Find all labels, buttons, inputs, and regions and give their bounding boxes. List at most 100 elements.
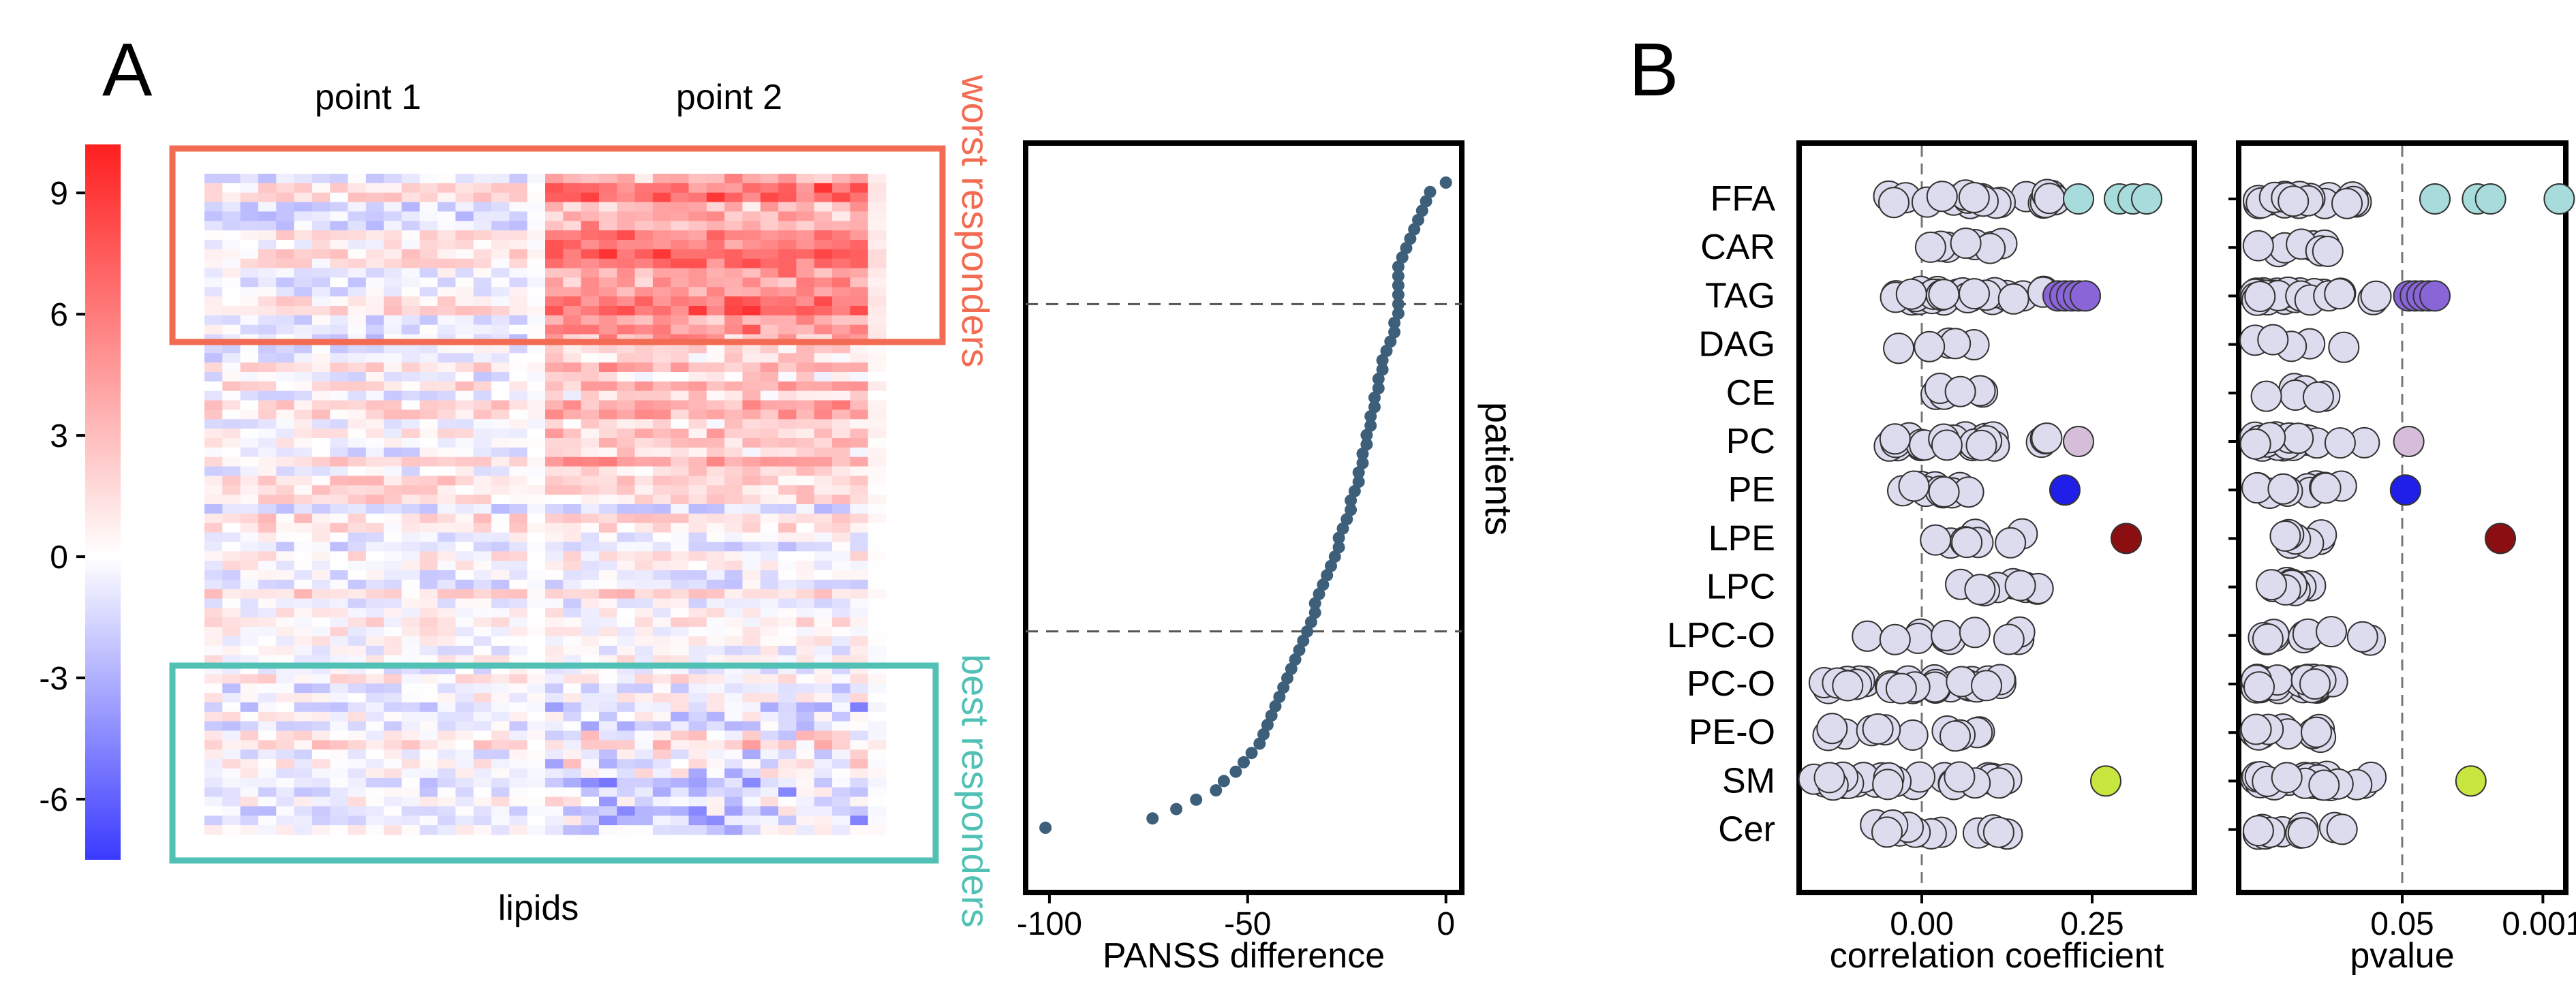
- pvalue-point: [2244, 281, 2276, 313]
- heatmap-cell: [634, 343, 654, 354]
- heatmap-cell: [563, 183, 582, 193]
- pvalue-highlight-point: [2455, 765, 2487, 797]
- heatmap-cell: [365, 221, 384, 231]
- heatmap-cell: [634, 429, 654, 439]
- heatmap-cell: [419, 816, 438, 826]
- correlation-highlight-point: [2090, 765, 2121, 797]
- heatmap-cell: [384, 617, 403, 627]
- heatmap-cell: [491, 456, 510, 467]
- heatmap-cell: [311, 381, 331, 392]
- heatmap-cell: [455, 438, 474, 448]
- heatmap-cell: [348, 409, 367, 420]
- pvalue-point: [2324, 278, 2356, 310]
- heatmap-cell: [348, 617, 367, 627]
- heatmap-cell: [617, 381, 636, 392]
- heatmap-cell: [652, 268, 671, 279]
- heatmap-cell: [563, 759, 582, 769]
- heatmap-cell: [724, 683, 743, 694]
- panss-point: [1412, 213, 1424, 226]
- heatmap-cell: [850, 429, 869, 439]
- heatmap-cell: [222, 353, 241, 363]
- heatmap-cell: [509, 174, 528, 184]
- heatmap-cell: [652, 296, 671, 307]
- heatmap-cell: [796, 183, 815, 193]
- colorbar: [85, 144, 121, 860]
- heatmap-cell: [204, 598, 223, 609]
- heatmap-cell: [742, 372, 761, 382]
- heatmap-cell: [258, 476, 277, 486]
- heatmap-cell: [814, 806, 833, 816]
- heatmap-cell: [527, 674, 546, 684]
- heatmap-cell: [455, 570, 474, 580]
- heatmap-cell: [438, 221, 457, 231]
- heatmap-cell: [294, 343, 313, 354]
- heatmap-cell: [545, 711, 564, 722]
- heatmap-cell: [348, 495, 367, 505]
- heatmap-cell: [401, 315, 420, 326]
- heatmap-cell: [671, 627, 690, 637]
- heatmap-cell: [868, 806, 887, 816]
- panss-point: [1253, 737, 1266, 750]
- heatmap-cell: [384, 598, 403, 609]
- heatmap-cell: [652, 390, 671, 401]
- heatmap-cell: [258, 608, 277, 618]
- heatmap-cell: [527, 683, 546, 694]
- heatmap-cell: [545, 400, 564, 411]
- heatmap-cell: [204, 306, 223, 316]
- heatmap-cell: [796, 504, 815, 514]
- heatmap-cell: [724, 579, 743, 590]
- heatmap-cell: [581, 343, 600, 354]
- heatmap-cell: [814, 579, 833, 590]
- heatmap-cell: [760, 683, 779, 694]
- heatmap-cell: [617, 485, 636, 495]
- heatmap-cell: [258, 174, 277, 184]
- heatmap-cell: [778, 702, 797, 713]
- heatmap-cell: [276, 645, 295, 656]
- heatmap-cell: [598, 249, 617, 260]
- heatmap-cell: [598, 759, 617, 769]
- heatmap-cell: [240, 711, 259, 722]
- heatmap-cell: [365, 249, 384, 260]
- heatmap-cell: [365, 579, 384, 590]
- heatmap-cell: [706, 711, 725, 722]
- heatmap-cell: [850, 561, 869, 571]
- heatmap-cell: [509, 183, 528, 193]
- heatmap-cell: [706, 806, 725, 816]
- heatmap-cell: [634, 617, 654, 627]
- heatmap-cell: [294, 816, 313, 826]
- colorbar-tick-label: 3: [50, 418, 68, 454]
- heatmap-cell: [258, 561, 277, 571]
- heatmap-cell: [240, 721, 259, 732]
- pvalue-point: [2331, 187, 2363, 219]
- pvalue-point: [2267, 473, 2299, 505]
- heatmap-cell: [868, 390, 887, 401]
- heatmap-cell: [742, 409, 761, 420]
- heatmap-cell: [294, 277, 313, 288]
- panss-point: [1376, 354, 1389, 367]
- heatmap-cell: [311, 693, 331, 703]
- heatmap-cell: [384, 542, 403, 552]
- pvalue-highlight-point: [2419, 280, 2451, 312]
- heatmap-cell: [724, 287, 743, 297]
- heatmap-cell: [365, 174, 384, 184]
- heatmap-cell: [598, 400, 617, 411]
- heatmap-cell: [240, 390, 259, 401]
- heatmap-cell: [276, 211, 295, 221]
- heatmap-cell: [438, 627, 457, 637]
- panel-label-b: B: [1629, 28, 1678, 112]
- heatmap-cell: [706, 721, 725, 732]
- heatmap-cell: [814, 362, 833, 373]
- heatmap-cell: [832, 362, 850, 373]
- heatmap-cell: [527, 627, 546, 637]
- heatmap-cell: [652, 240, 671, 250]
- heatmap-cell: [652, 258, 671, 269]
- heatmap-cell: [401, 777, 420, 788]
- heatmap-cell: [491, 674, 510, 684]
- heatmap-cell: [814, 636, 833, 647]
- heatmap-cell: [563, 296, 582, 307]
- heatmap-cell: [832, 768, 850, 779]
- heatmap-cell: [563, 513, 582, 524]
- heatmap-cell: [348, 183, 367, 193]
- heatmap-cell: [491, 306, 510, 316]
- heatmap-cell: [311, 504, 331, 514]
